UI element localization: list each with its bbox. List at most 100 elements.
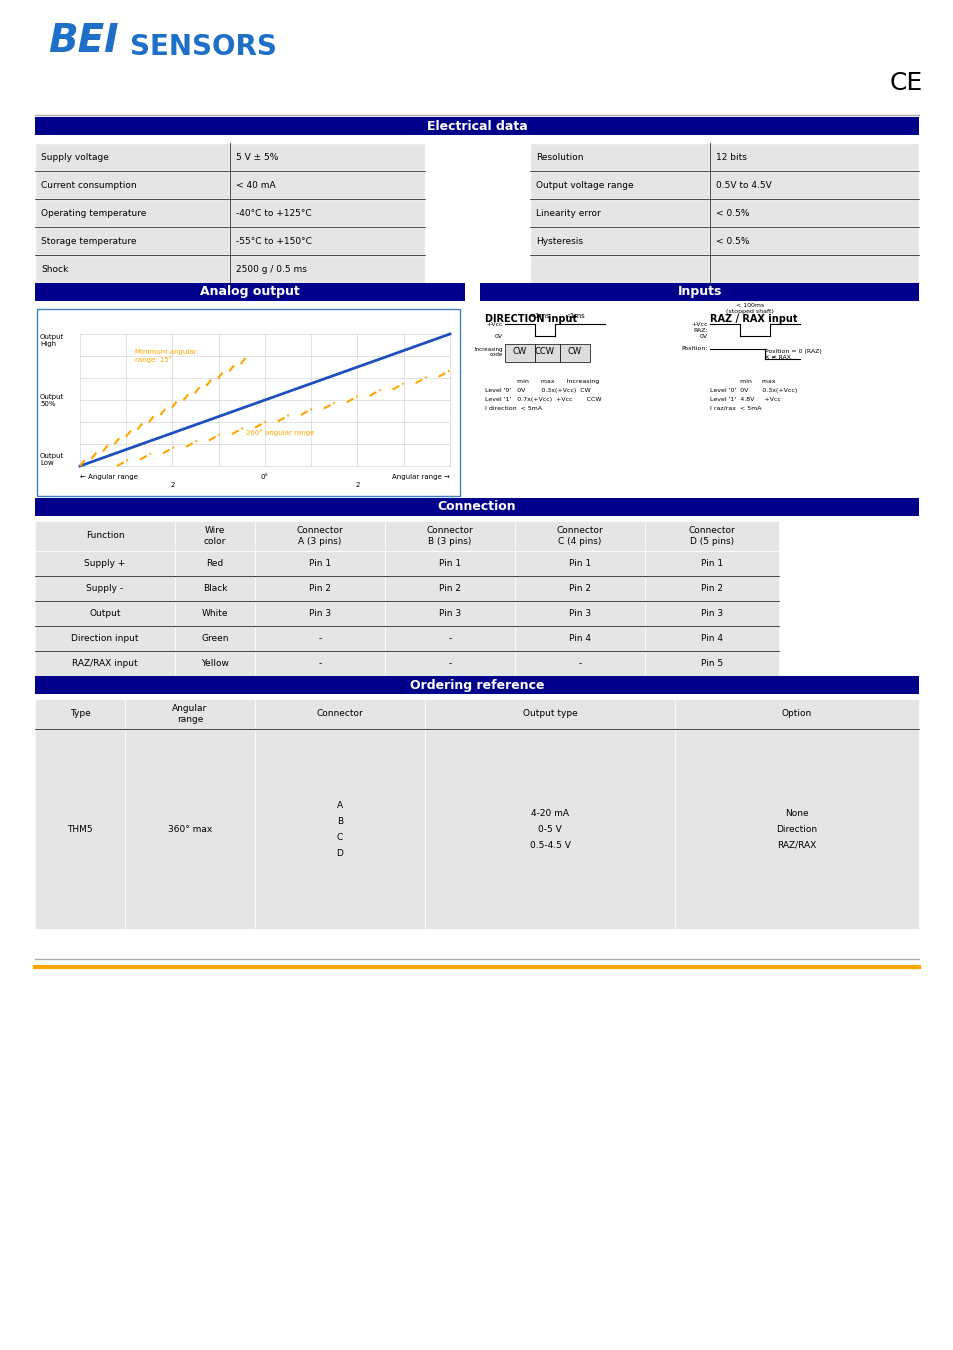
Bar [644,521,779,551]
Bar [35,576,174,601]
Bar [35,626,174,651]
Bar [559,344,589,362]
Text: Pin 3: Pin 3 [309,609,331,618]
Text: -: - [318,659,321,668]
Bar [530,171,709,198]
Text: 0V: 0V [700,333,707,339]
Text: Black: Black [203,585,227,593]
Bar [254,601,385,626]
Bar [385,626,515,651]
Text: 0.5V to 4.5V: 0.5V to 4.5V [716,181,771,189]
Bar [644,551,779,576]
Text: -: - [318,634,321,643]
Text: CW: CW [513,347,526,356]
Bar [644,601,779,626]
Bar [254,626,385,651]
Text: Pin 2: Pin 2 [568,585,590,593]
Bar [530,143,709,171]
Text: Option: Option [781,710,811,718]
Bar [174,651,254,676]
Text: Output: Output [90,609,121,618]
Text: Pin 1: Pin 1 [568,559,591,568]
Text: Linearity error: Linearity error [536,208,600,217]
Text: 360° max: 360° max [168,825,212,833]
Text: Pin 2: Pin 2 [309,585,331,593]
Text: -: - [578,659,581,668]
Text: < 100ms
(stopped shaft): < 100ms (stopped shaft) [725,304,773,315]
Text: Operating temperature: Operating temperature [41,208,146,217]
Bar [230,143,424,171]
Bar [174,521,254,551]
Text: Hysteresis: Hysteresis [536,236,582,246]
Bar [644,626,779,651]
Bar [675,729,918,929]
Bar [35,651,174,676]
Text: Output
50%: Output 50% [40,393,64,406]
Text: Level '1'   0.7x(+Vcc)  +Vcc       CCW: Level '1' 0.7x(+Vcc) +Vcc CCW [484,397,601,402]
Text: Connector
B (3 pins): Connector B (3 pins) [426,526,473,545]
Bar [35,601,174,626]
Text: Connector: Connector [316,710,363,718]
Bar [254,699,424,729]
Bar [125,699,254,729]
Text: Pin 3: Pin 3 [700,609,722,618]
Text: Pin 4: Pin 4 [568,634,590,643]
Text: RAZ / RAX input: RAZ / RAX input [709,315,797,324]
Text: Position:: Position: [680,347,707,351]
Text: RAZ:: RAZ: [693,328,707,332]
Bar [35,699,125,729]
Text: +Vcc: +Vcc [691,321,707,327]
Bar [35,551,174,576]
Bar [230,255,424,284]
Text: Pin 1: Pin 1 [309,559,331,568]
Text: 5 V ± 5%: 5 V ± 5% [235,153,278,162]
Bar [709,227,918,255]
Text: 2: 2 [171,482,174,487]
Text: BEI: BEI [48,22,118,59]
Text: White: White [201,609,228,618]
Text: CCW: CCW [535,347,555,356]
Text: Connector
C (4 pins): Connector C (4 pins) [556,526,602,545]
Text: Pin 1: Pin 1 [700,559,722,568]
Bar [174,601,254,626]
Text: CW: CW [567,347,581,356]
Text: 12 bits: 12 bits [716,153,746,162]
Text: Connector
A (3 pins): Connector A (3 pins) [296,526,343,545]
Text: Inputs: Inputs [677,285,721,298]
Text: Connector
D (5 pins): Connector D (5 pins) [688,526,735,545]
Text: Red: Red [206,559,223,568]
Text: I direction  < 5mA: I direction < 5mA [484,406,541,410]
Bar [530,227,709,255]
Text: Yellow: Yellow [201,659,229,668]
Text: < 40 mA: < 40 mA [235,181,275,189]
Text: Pin 1: Pin 1 [438,559,460,568]
Bar [230,227,424,255]
Text: SENSORS: SENSORS [130,32,276,61]
Bar [515,521,644,551]
Text: Shock: Shock [41,265,69,274]
Bar [709,171,918,198]
Bar [174,576,254,601]
Text: min      max      Increasing: min max Increasing [484,379,598,383]
Bar [35,198,230,227]
Text: < 0.5%: < 0.5% [716,236,749,246]
Text: I raz/rax  < 5mA: I raz/rax < 5mA [709,406,760,410]
Text: Ordering reference: Ordering reference [410,679,543,691]
Bar [174,551,254,576]
Text: Electrical data: Electrical data [426,120,527,132]
Bar [385,651,515,676]
Text: Direction input: Direction input [71,634,138,643]
Bar [254,576,385,601]
Text: 0V: 0V [495,333,502,339]
Bar [35,171,230,198]
Bar [35,117,918,135]
Text: Pin 3: Pin 3 [568,609,591,618]
Text: Angular
range: Angular range [172,705,208,724]
Text: Function: Function [86,532,124,540]
Bar [35,521,174,551]
Text: Current consumption: Current consumption [41,181,136,189]
Text: Output type: Output type [522,710,577,718]
Bar [530,198,709,227]
Text: Resolution: Resolution [536,153,583,162]
Bar [424,729,675,929]
